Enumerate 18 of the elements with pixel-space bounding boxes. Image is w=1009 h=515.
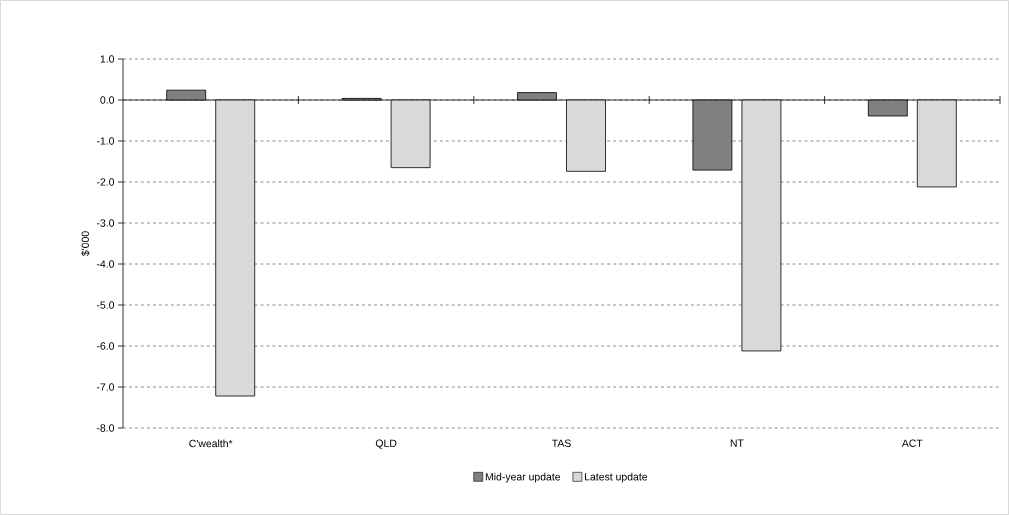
- x-tick-label: ACT: [901, 439, 923, 447]
- y-tick-label: 0.0: [100, 96, 115, 104]
- y-tick-label: -2.0: [96, 178, 115, 186]
- y-tick-label: 1.0: [100, 55, 115, 63]
- x-tick-label: C'wealth*: [189, 439, 233, 448]
- y-tick-label: -3.0: [96, 219, 115, 227]
- x-tick-label: NT: [730, 439, 744, 447]
- x-tick-label: TAS: [551, 439, 571, 447]
- legend-label: Latest update: [585, 472, 648, 483]
- y-tick-label: -7.0: [96, 383, 115, 391]
- x-tick-label: QLD: [375, 439, 397, 449]
- legend-label: Mid-year update: [485, 472, 561, 483]
- y-tick-label: -4.0: [96, 260, 115, 268]
- y-tick-label: -5.0: [96, 301, 115, 309]
- y-tick-label: -8.0: [96, 424, 115, 432]
- y-tick-label: -6.0: [96, 342, 115, 350]
- y-tick-label: -1.0: [96, 137, 115, 145]
- y-axis-title: $'000: [81, 231, 90, 257]
